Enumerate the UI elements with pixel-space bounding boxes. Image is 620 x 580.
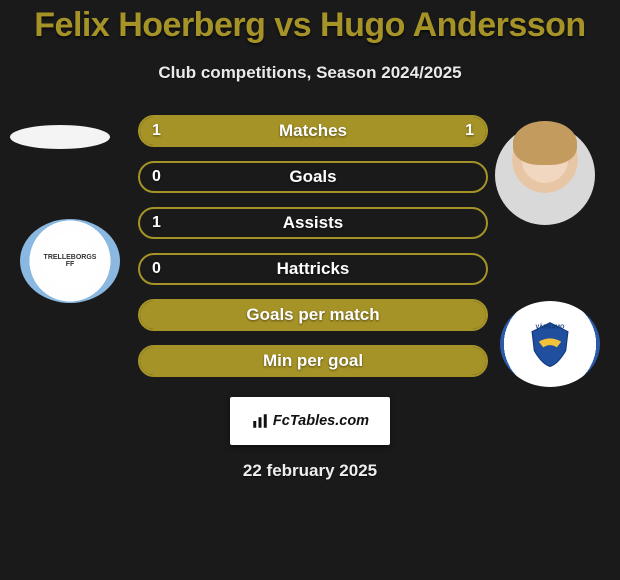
stat-bar: 0 Hattricks <box>138 253 488 285</box>
stat-bars: 1 1 Matches 0 Goals 1 Assists 0 Hattricks Goals p… <box>138 115 488 391</box>
stat-label: Assists <box>283 213 343 233</box>
stat-bar: 1 Assists <box>138 207 488 239</box>
stat-value-left: 1 <box>152 122 161 140</box>
stat-label: Min per goal <box>263 351 363 371</box>
stat-value-right: 1 <box>465 122 474 140</box>
club-right-crest-icon: VÄRNAMO <box>522 316 578 372</box>
stat-bar: Goals per match <box>138 299 488 331</box>
stat-bar: 1 1 Matches <box>138 115 488 147</box>
stat-label: Matches <box>279 121 347 141</box>
stat-value-left: 0 <box>152 168 161 186</box>
stat-label: Goals <box>289 167 336 187</box>
comparison-subtitle: Club competitions, Season 2024/2025 <box>0 63 620 83</box>
branding-chart-icon <box>251 412 269 430</box>
branding-badge: FcTables.com <box>230 397 390 445</box>
stat-label: Hattricks <box>277 259 350 279</box>
stat-bar: 0 Goals <box>138 161 488 193</box>
stat-label: Goals per match <box>246 305 379 325</box>
stat-bar: Min per goal <box>138 345 488 377</box>
club-right-text: VÄRNAMO <box>536 323 566 330</box>
stat-value-left: 0 <box>152 260 161 278</box>
player-right-avatar <box>495 125 595 225</box>
club-left-text: TRELLEBORGS FF <box>42 233 98 289</box>
comparison-title: Felix Hoerberg vs Hugo Andersson <box>0 0 620 45</box>
player-left-avatar <box>10 125 110 149</box>
stat-value-left: 1 <box>152 214 161 232</box>
branding-text: FcTables.com <box>273 413 369 429</box>
comparison-stage: TRELLEBORGS FF VÄRNAMO 1 1 Matches 0 Goals 1 A… <box>0 103 620 543</box>
comparison-date: 22 february 2025 <box>243 461 377 481</box>
club-right-badge: VÄRNAMO <box>500 301 600 387</box>
club-left-badge: TRELLEBORGS FF <box>20 219 120 303</box>
